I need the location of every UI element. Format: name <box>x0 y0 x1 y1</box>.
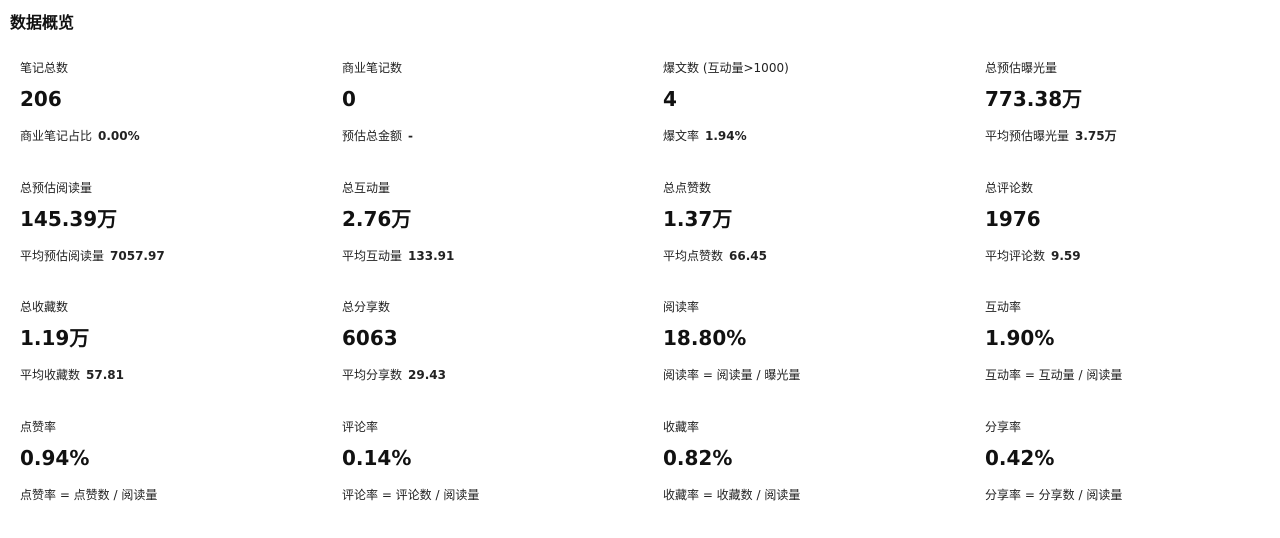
metric-card-viral-posts: 爆文数 (互动量>1000) 4 爆文率 1.94% <box>663 60 985 180</box>
metric-sub: 平均收藏数 57.81 <box>20 367 124 383</box>
metric-label: 评论率 <box>342 419 378 435</box>
metric-value: 0.94% <box>20 445 89 471</box>
metric-sub-value: 57.81 <box>86 368 124 382</box>
metric-sub-value: 133.91 <box>408 249 454 263</box>
metric-label: 阅读率 <box>663 299 699 315</box>
metric-value: 0.82% <box>663 445 732 471</box>
metric-label: 总分享数 <box>342 299 390 315</box>
metric-value: 0.14% <box>342 445 411 471</box>
metric-sub-label: 分享率 = 分享数 / 阅读量 <box>985 488 1122 502</box>
metric-value: 773.38万 <box>985 86 1082 112</box>
metric-label: 总预估阅读量 <box>20 180 92 196</box>
metric-sub-value: - <box>408 129 413 143</box>
metric-formula: 评论率 = 评论数 / 阅读量 <box>342 487 479 503</box>
metric-value: 1.37万 <box>663 206 732 232</box>
metric-sub-label: 阅读率 = 阅读量 / 曝光量 <box>663 368 800 382</box>
metric-formula: 收藏率 = 收藏数 / 阅读量 <box>663 487 800 503</box>
metric-sub: 平均评论数 9.59 <box>985 248 1081 264</box>
metric-sub: 平均点赞数 66.45 <box>663 248 767 264</box>
metrics-grid: 笔记总数 206 商业笔记占比 0.00% 商业笔记数 0 预估总金额- 爆文数 … <box>20 60 1280 538</box>
metric-sub-label: 商业笔记占比 <box>20 129 92 143</box>
page-title: 数据概览 <box>10 12 74 34</box>
metric-card-total-shares: 总分享数 6063 平均分享数 29.43 <box>342 299 663 419</box>
metric-value: 4 <box>663 86 677 112</box>
metric-sub-value: 3.75万 <box>1075 129 1117 143</box>
metric-sub-label: 预估总金额 <box>342 129 402 143</box>
metric-label: 点赞率 <box>20 419 56 435</box>
metric-card-like-rate: 点赞率 0.94% 点赞率 = 点赞数 / 阅读量 <box>20 419 342 538</box>
metric-card-comment-rate: 评论率 0.14% 评论率 = 评论数 / 阅读量 <box>342 419 663 538</box>
metric-sub-label: 收藏率 = 收藏数 / 阅读量 <box>663 488 800 502</box>
metric-label: 总点赞数 <box>663 180 711 196</box>
metric-card-total-likes: 总点赞数 1.37万 平均点赞数 66.45 <box>663 180 985 300</box>
metric-sub-value: 1.94% <box>705 129 747 143</box>
metric-card-read-rate: 阅读率 18.80% 阅读率 = 阅读量 / 曝光量 <box>663 299 985 419</box>
metric-card-total-interactions: 总互动量 2.76万 平均互动量 133.91 <box>342 180 663 300</box>
metric-sub: 平均分享数 29.43 <box>342 367 446 383</box>
metric-card-total-exposure: 总预估曝光量 773.38万 平均预估曝光量 3.75万 <box>985 60 1280 180</box>
metric-sub-value: 7057.97 <box>110 249 165 263</box>
metric-formula: 互动率 = 互动量 / 阅读量 <box>985 367 1122 383</box>
metric-card-commercial-notes: 商业笔记数 0 预估总金额- <box>342 60 663 180</box>
metric-formula: 点赞率 = 点赞数 / 阅读量 <box>20 487 157 503</box>
metric-sub-label: 平均分享数 <box>342 368 402 382</box>
metric-value: 1976 <box>985 206 1041 232</box>
metric-sub: 预估总金额- <box>342 128 413 144</box>
metric-sub-label: 点赞率 = 点赞数 / 阅读量 <box>20 488 157 502</box>
metric-sub: 平均互动量 133.91 <box>342 248 454 264</box>
metric-sub-value: 66.45 <box>729 249 767 263</box>
metric-formula: 分享率 = 分享数 / 阅读量 <box>985 487 1122 503</box>
metric-card-note-total: 笔记总数 206 商业笔记占比 0.00% <box>20 60 342 180</box>
metric-sub-label: 爆文率 <box>663 129 699 143</box>
metric-label: 互动率 <box>985 299 1021 315</box>
metric-value: 1.19万 <box>20 325 89 351</box>
metric-label: 总评论数 <box>985 180 1033 196</box>
metric-label: 总互动量 <box>342 180 390 196</box>
metric-card-total-favorites: 总收藏数 1.19万 平均收藏数 57.81 <box>20 299 342 419</box>
metric-label: 分享率 <box>985 419 1021 435</box>
metric-sub: 平均预估曝光量 3.75万 <box>985 128 1117 144</box>
metric-sub-label: 平均评论数 <box>985 249 1045 263</box>
metric-sub-label: 评论率 = 评论数 / 阅读量 <box>342 488 479 502</box>
metric-sub: 爆文率 1.94% <box>663 128 747 144</box>
metric-label: 收藏率 <box>663 419 699 435</box>
metric-sub-label: 平均预估曝光量 <box>985 129 1069 143</box>
metric-value: 145.39万 <box>20 206 117 232</box>
metric-sub-label: 互动率 = 互动量 / 阅读量 <box>985 368 1122 382</box>
metric-sub-label: 平均收藏数 <box>20 368 80 382</box>
metric-value: 1.90% <box>985 325 1054 351</box>
metric-card-share-rate: 分享率 0.42% 分享率 = 分享数 / 阅读量 <box>985 419 1280 538</box>
metric-label: 商业笔记数 <box>342 60 402 76</box>
metric-sub-label: 平均互动量 <box>342 249 402 263</box>
metric-value: 206 <box>20 86 62 112</box>
metric-label: 总收藏数 <box>20 299 68 315</box>
metric-value: 0.42% <box>985 445 1054 471</box>
metric-label: 笔记总数 <box>20 60 68 76</box>
metric-formula: 阅读率 = 阅读量 / 曝光量 <box>663 367 800 383</box>
metric-card-total-reads: 总预估阅读量 145.39万 平均预估阅读量 7057.97 <box>20 180 342 300</box>
metric-sub: 商业笔记占比 0.00% <box>20 128 140 144</box>
metric-card-interaction-rate: 互动率 1.90% 互动率 = 互动量 / 阅读量 <box>985 299 1280 419</box>
metric-sub: 平均预估阅读量 7057.97 <box>20 248 165 264</box>
metric-value: 0 <box>342 86 356 112</box>
metric-sub-value: 0.00% <box>98 129 140 143</box>
metric-sub-value: 29.43 <box>408 368 446 382</box>
metric-value: 2.76万 <box>342 206 411 232</box>
metric-value: 6063 <box>342 325 398 351</box>
metric-card-total-comments: 总评论数 1976 平均评论数 9.59 <box>985 180 1280 300</box>
metric-sub-label: 平均点赞数 <box>663 249 723 263</box>
metric-sub-value: 9.59 <box>1051 249 1081 263</box>
metric-card-favorite-rate: 收藏率 0.82% 收藏率 = 收藏数 / 阅读量 <box>663 419 985 538</box>
metric-value: 18.80% <box>663 325 746 351</box>
metric-sub-label: 平均预估阅读量 <box>20 249 104 263</box>
metric-label: 总预估曝光量 <box>985 60 1057 76</box>
metric-label: 爆文数 (互动量>1000) <box>663 60 789 76</box>
